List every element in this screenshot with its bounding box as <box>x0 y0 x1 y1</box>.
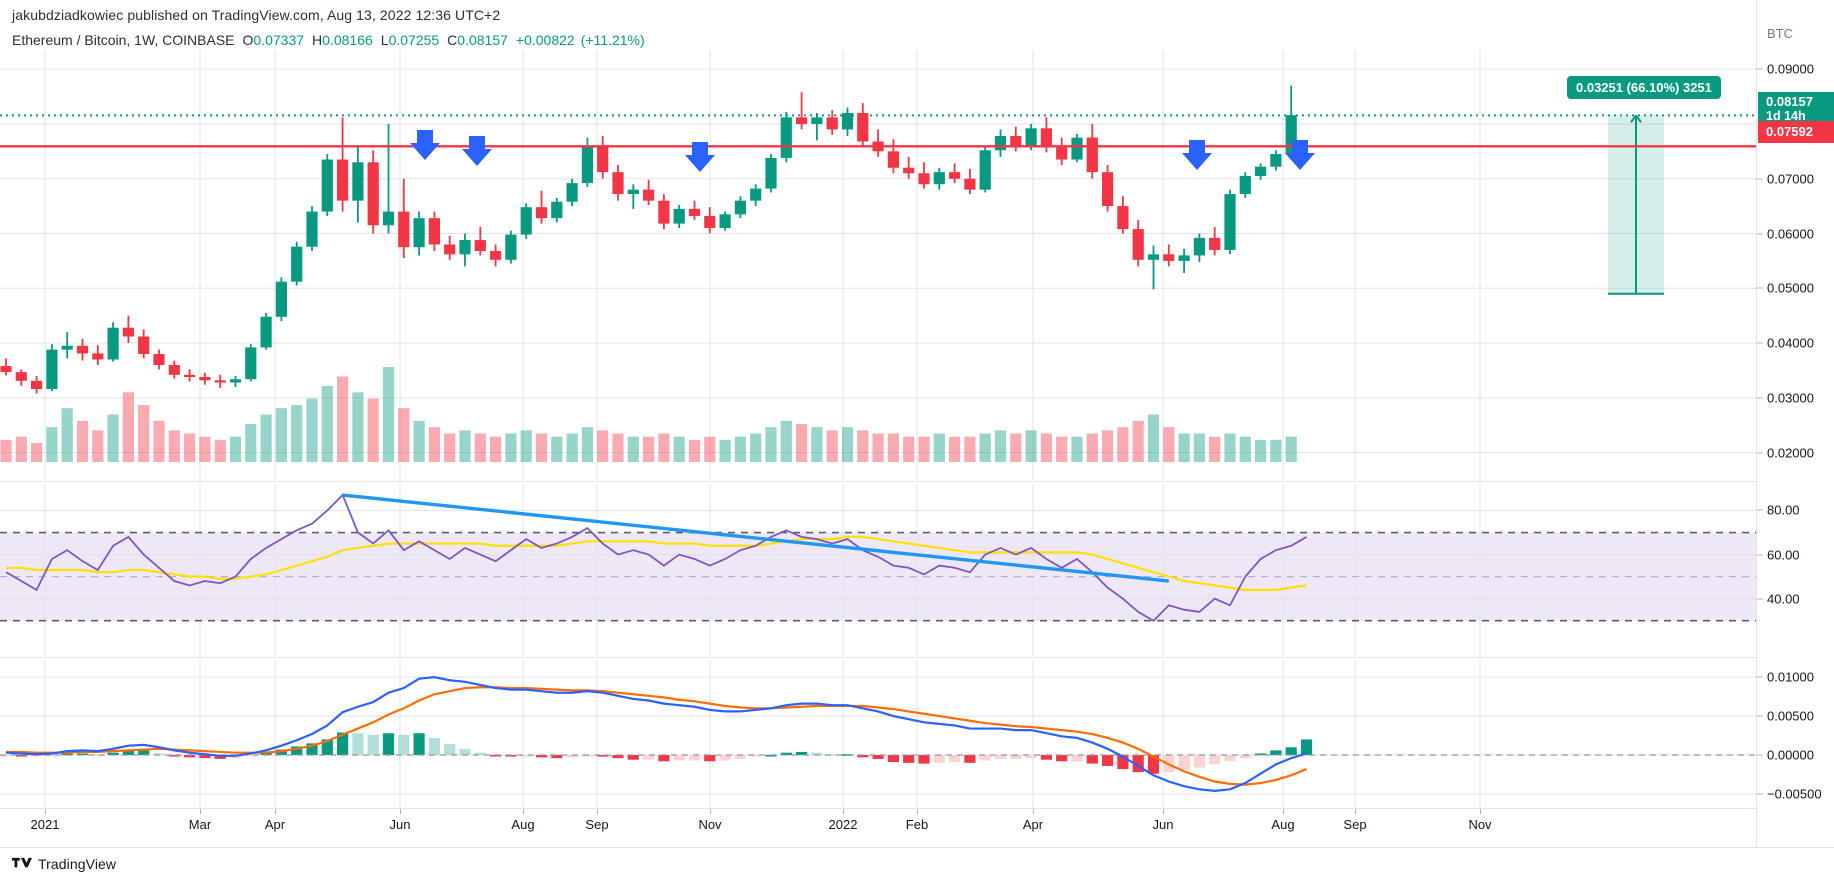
change-absolute: +0.00822 <box>515 32 575 48</box>
time-label-2022: 2022 <box>828 817 858 832</box>
time-tick-mark <box>597 809 598 814</box>
open-label: O <box>242 32 254 48</box>
axis-tick-mark <box>1757 342 1763 344</box>
chart-legend[interactable]: Ethereum / Bitcoin, 1W, COINBASE O0.0733… <box>12 32 645 48</box>
price-scale-unit: BTC <box>1767 26 1793 41</box>
price-scale-axis[interactable]: BTC 0.09000 0.07000 0.06000 0.05000 0.04000 0… <box>1756 0 1834 847</box>
time-label-Jun: Jun <box>389 817 411 832</box>
axis-tick-mark <box>1757 715 1763 717</box>
time-scale-axis[interactable]: 2021 Mar Apr Jun Aug Sep Nov 2022 Feb Apr Jun Aug Se… <box>0 808 1756 847</box>
axis-tick-mark <box>1757 452 1763 454</box>
macd-pane[interactable] <box>0 660 1756 808</box>
last-price-badge[interactable]: 0.08157 1d 14h <box>1758 92 1834 126</box>
down-arrow-marker-icon <box>1285 140 1315 170</box>
low-value: 0.07255 <box>388 32 440 48</box>
macd-tick-3: −0.00500 <box>1767 786 1822 802</box>
time-label-Sep: Sep <box>1343 817 1367 832</box>
time-tick-mark <box>1033 809 1034 814</box>
price-tick-0.04000: 0.04000 <box>1767 335 1814 351</box>
axis-tick-mark <box>1757 233 1763 234</box>
time-label-Jun: Jun <box>1152 817 1174 832</box>
axis-tick-mark <box>1757 676 1763 678</box>
high-value: 0.08166 <box>322 32 373 48</box>
macd-tick-0: 0.01000 <box>1767 669 1814 685</box>
time-label-2021: 2021 <box>30 817 60 832</box>
time-label-Apr: Apr <box>264 817 286 832</box>
time-label-Sep: Sep <box>585 817 609 832</box>
price-tick-0.05000: 0.05000 <box>1767 280 1814 296</box>
time-tick-mark <box>1283 809 1284 814</box>
time-tick-mark <box>200 809 201 814</box>
legend-low: L0.07255 <box>381 32 439 48</box>
published-byline: jakubdziadkowiec published on TradingVie… <box>12 7 501 23</box>
axis-tick-mark <box>1757 397 1763 399</box>
time-label-Apr: Apr <box>1022 817 1044 832</box>
rsi-pane[interactable] <box>0 484 1756 656</box>
legend-close: C0.08157 <box>447 32 508 48</box>
footer-brand-label: TradingView <box>38 855 117 872</box>
rsi-plot[interactable] <box>0 484 1756 656</box>
macd-tick-1: 0.00500 <box>1767 708 1814 724</box>
rsi-tick-80.00: 80.00 <box>1767 502 1800 518</box>
down-arrow-marker-icon <box>410 130 440 160</box>
time-tick-mark <box>1355 809 1356 814</box>
high-label: H <box>312 32 323 48</box>
price-tick-0.02000: 0.02000 <box>1767 445 1814 461</box>
axis-tick-mark <box>1757 793 1763 795</box>
macd-plot[interactable] <box>0 660 1756 808</box>
time-tick-mark <box>917 809 918 814</box>
axis-tick-mark <box>1757 68 1763 70</box>
pane-divider-1 <box>0 481 1756 482</box>
price-tick-0.09000: 0.09000 <box>1767 61 1814 77</box>
axis-tick-mark <box>1757 509 1763 511</box>
time-label-Mar: Mar <box>188 817 212 832</box>
time-label-Aug: Aug <box>1271 817 1295 832</box>
time-tick-mark <box>843 809 844 814</box>
measurement-tooltip[interactable]: 0.03251 (66.10%) 3251 <box>1567 76 1721 99</box>
rsi-tick-60.00: 60.00 <box>1767 547 1800 563</box>
time-tick-mark <box>1480 809 1481 814</box>
price-tick-0.03000: 0.03000 <box>1767 390 1814 406</box>
tradingview-logo-icon <box>12 857 32 867</box>
down-arrow-marker-icon <box>462 136 492 166</box>
time-label-Aug: Aug <box>511 817 535 832</box>
time-label-Nov: Nov <box>1468 817 1492 832</box>
close-value: 0.08157 <box>457 32 508 48</box>
time-tick-mark <box>45 809 46 814</box>
time-tick-mark <box>275 809 276 814</box>
axis-tick-mark <box>1757 754 1763 756</box>
legend-high: H0.08166 <box>312 32 373 48</box>
footer-bar: TradingView <box>0 847 1834 879</box>
pane-divider-2 <box>0 657 1756 658</box>
price-tick-0.07000: 0.07000 <box>1767 171 1814 187</box>
down-arrow-marker-icon <box>1182 140 1212 170</box>
open-value: 0.07337 <box>253 32 305 48</box>
axis-tick-mark <box>1757 178 1763 180</box>
macd-tick-2: 0.00000 <box>1767 747 1814 763</box>
time-tick-mark <box>710 809 711 814</box>
legend-symbol-label[interactable]: Ethereum / Bitcoin, 1W, COINBASE <box>12 32 235 48</box>
time-label-Nov: Nov <box>698 817 722 832</box>
axis-tick-mark <box>1757 287 1763 289</box>
close-price-badge[interactable]: 0.07592 <box>1758 121 1834 143</box>
axis-tick-mark <box>1757 598 1763 600</box>
price-pane[interactable] <box>0 50 1756 480</box>
rsi-tick-40.00: 40.00 <box>1767 591 1800 607</box>
time-label-Feb: Feb <box>905 817 929 832</box>
time-tick-mark <box>523 809 524 814</box>
low-label: L <box>380 32 389 48</box>
down-arrow-marker-icon <box>685 142 715 172</box>
bar-countdown: 1d 14h <box>1766 109 1806 123</box>
last-price-value: 0.08157 <box>1766 94 1813 109</box>
price-tick-0.06000: 0.06000 <box>1767 226 1814 241</box>
time-tick-mark <box>1163 809 1164 814</box>
price-plot[interactable] <box>0 50 1756 480</box>
axis-tick-mark <box>1757 554 1763 556</box>
change-percent: (+11.21%) <box>580 32 645 48</box>
close-label: C <box>447 32 458 48</box>
legend-open: O0.07337 <box>243 32 305 48</box>
time-tick-mark <box>400 809 401 814</box>
